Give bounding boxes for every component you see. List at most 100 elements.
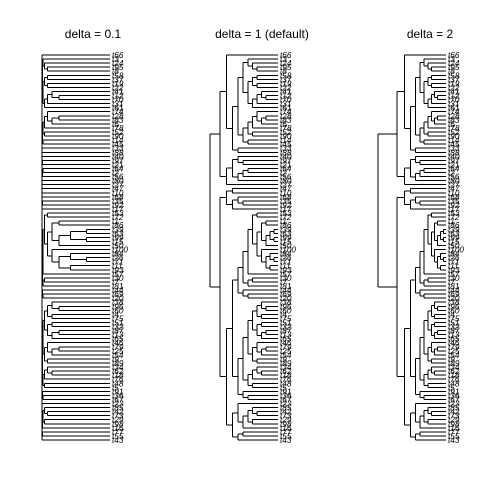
tip-label: t60 [112,306,124,315]
tip-label: t61 [112,104,123,113]
tip-label: t86 [112,221,124,230]
tip-label: t96 [112,302,124,311]
tip-label: t27 [448,181,460,190]
tip-label: t66 [112,51,124,60]
tip-label: t63 [280,229,292,238]
tip-label: t56 [280,173,292,182]
tip-label: t75 [280,314,292,323]
tip-label: t85 [112,404,124,413]
tip-label: t79 [448,343,460,352]
tip-label: t44 [448,286,460,295]
tip-label: t85 [448,404,460,413]
tip-label: t67 [112,395,124,404]
tip-label: t25 [112,347,124,356]
tip-label: t28 [112,112,124,121]
tip-label: t68 [448,193,460,202]
tip-label: t13 [112,331,124,340]
tip-label: t2 [280,169,287,178]
tip-label: t83 [112,116,124,125]
tip-label: t12 [448,92,460,101]
tip-label: t90 [280,132,292,141]
tip-label: t37 [280,75,292,84]
tip-label: t40 [112,152,124,161]
tip-label: t34 [112,363,124,372]
tip-label: t32 [448,323,460,332]
tip-label: t95 [280,63,292,72]
tip-label: t33 [280,144,292,153]
tip-label: t81 [112,282,123,291]
tip-label: t75 [112,314,124,323]
tip-label: t22 [112,83,124,92]
tip-labels: t66t3t24t95t8t58t37t19t22t41t12t70t31t61… [112,51,128,445]
tip-label: t43 [448,436,460,445]
tip-label: t24 [280,59,292,68]
tip-label: t2 [448,169,455,178]
tip-label: t97 [112,156,124,165]
tip-labels: t66t3t24t95t8t58t37t19t22t41t12t70t31t61… [448,51,464,445]
tip-label: t38 [280,298,292,307]
tip-label: t74 [448,108,460,117]
tip-label: t15 [448,237,460,246]
tip-label: t7 [112,278,119,287]
tip-label: t72 [448,213,460,222]
tip-label: t23 [112,400,124,409]
tip-label: t50 [112,241,124,250]
tip-label: t47 [280,185,292,194]
tip-label: t58 [280,71,292,80]
tip-label: t76 [280,375,292,384]
tip-label: t4 [112,310,119,319]
tip-label: t52 [112,128,124,137]
tip-label: t77 [280,428,292,437]
tip-label: t17 [112,205,124,214]
tip-label: t41 [448,87,459,96]
tip-label: t90 [448,132,460,141]
tip-label: t16 [280,424,292,433]
tip-label: t7 [448,278,455,287]
tip-label: t12 [280,92,292,101]
tip-label: t1 [448,217,455,226]
tree-panel-delta-1: delta = 1 (default) t66t3t24t95t8t58t37t… [209,27,309,445]
tip-label: t4 [448,310,455,319]
tree-branches [377,54,446,441]
tip-label: t12 [112,92,124,101]
tip-label: t31 [280,100,291,109]
tip-label: t9 [112,355,119,364]
tip-label: t84 [448,250,460,259]
tip-label: t6 [280,120,287,129]
tip-label: t93 [448,266,460,275]
tip-label: t13 [280,331,292,340]
tip-label: t65 [448,335,460,344]
tip-label: t33 [448,144,460,153]
tip-label: t91 [112,387,123,396]
tip-label: t88 [112,148,124,157]
tip-label: t41 [280,87,291,96]
tip-label: t35 [280,197,292,206]
tip-label: t55 [112,432,124,441]
tip-label: t85 [280,404,292,413]
tip-label: t48 [448,379,460,388]
tip-label: t88 [280,148,292,157]
tip-label: t87 [448,327,460,336]
tip-label: t83 [280,116,292,125]
tip-label: t86 [448,221,460,230]
tip-label: t83 [448,116,460,125]
tip-label: t61 [280,104,291,113]
tip-label: t45 [280,140,292,149]
tip-label: t81 [448,282,459,291]
tip-label: t17 [280,205,292,214]
tip-label: t37 [112,75,124,84]
tip-label: t46 [448,339,460,348]
tip-label: t39 [112,225,124,234]
tip-label: t55 [448,432,460,441]
tip-label: t34 [280,363,292,372]
tip-label: t21 [448,160,459,169]
tip-label: t29 [280,416,292,425]
tip-label: t45 [448,140,460,149]
tip-label: t30 [112,274,124,283]
tip-label: t3 [112,55,119,64]
tip-label: t57 [112,270,124,279]
tip-label: t97 [448,156,460,165]
tip-label: t80 [280,177,292,186]
tip-label: t56 [112,173,124,182]
